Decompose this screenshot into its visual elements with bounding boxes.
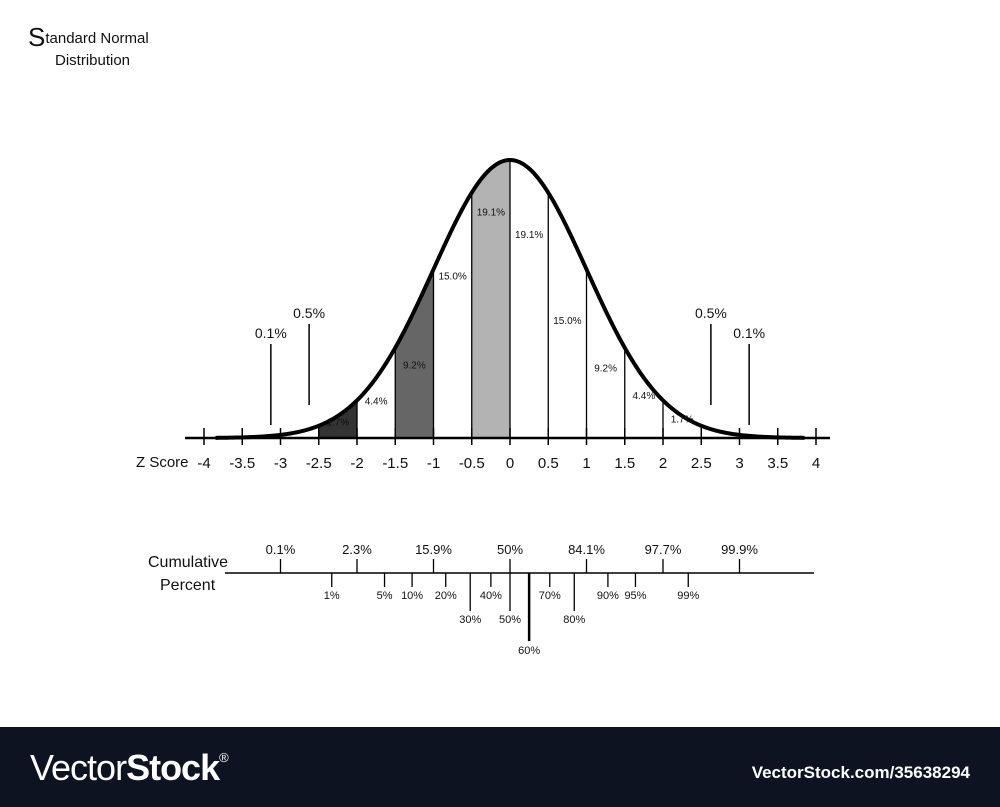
z-tick-label: -0.5 [459, 455, 485, 472]
band-label: 4.4% [632, 391, 655, 402]
cumulative-above-label: 50% [497, 542, 523, 557]
z-tick-label: 1 [582, 455, 590, 472]
cumulative-below-label: 5% [377, 590, 393, 602]
title-line-1-text: tandard Normal [45, 30, 149, 47]
title-cap-letter: S [28, 22, 46, 52]
cumulative-label-line-2: Percent [160, 577, 216, 594]
cumulative-below-label: 99% [677, 590, 699, 602]
z-tick-label: -1 [427, 455, 440, 472]
cumulative-marks: 0.1% 2.3% 15.9% 50% 84.1% 97.7% 99.9% 1% 5% 10% 20… [266, 542, 759, 657]
callout-label: 0.1% [255, 325, 287, 341]
cumulative-above-label: 15.9% [415, 542, 452, 557]
z-tick-label: 2.5 [691, 455, 712, 472]
band-label: 1.7% [326, 417, 349, 428]
band-label: 15.0% [438, 272, 466, 283]
cumulative-above-label: 97.7% [645, 542, 682, 557]
z-tick-label: 2 [659, 455, 667, 472]
z-tick-label: -1.5 [382, 455, 408, 472]
tail-callouts: 0.1% 0.5% 0.5% 0.1% [255, 305, 765, 425]
z-tick-label: 0.5 [538, 455, 559, 472]
z-tick-label: -4 [197, 455, 210, 472]
title-line-2: Distribution [55, 52, 131, 69]
shaded-band-2 [395, 269, 434, 438]
z-tick-label: -2.5 [306, 455, 332, 472]
diagram-title: Standard Normal Distribution [28, 24, 149, 72]
cumulative-below-label: 60% [518, 645, 540, 657]
band-label: 19.1% [515, 230, 543, 241]
z-tick-label: 3.5 [767, 455, 788, 472]
z-tick-label: 0 [506, 455, 514, 472]
band-label: 9.2% [403, 361, 426, 372]
cumulative-below-label: 30% [459, 614, 481, 626]
cumulative-above-label: 0.1% [266, 542, 296, 557]
cumulative-below-label: 80% [563, 614, 585, 626]
callout-label: 0.5% [695, 305, 727, 321]
z-tick-label: -3 [274, 455, 287, 472]
band-label: 1.7% [671, 415, 694, 426]
footer-bar: VectorStock® VectorStock.com/35638294 [0, 727, 1000, 807]
band-label: 4.4% [365, 397, 388, 408]
bell-curve [215, 158, 805, 440]
stock-id-text: VectorStock.com/35638294 [751, 763, 970, 782]
z-tick-label: -3.5 [229, 455, 255, 472]
band-label: 9.2% [594, 363, 617, 374]
callout-label: 0.1% [733, 325, 765, 341]
cumulative-below-label: 90% [597, 590, 619, 602]
z-tick-label: 4 [812, 455, 820, 472]
registered-mark: ® [219, 750, 229, 765]
vectorstock-logo: VectorStock® [30, 747, 229, 789]
band-percent-labels: 19.1% 19.1% 15.0% 15.0% 9.2% 9.2% 4.4% 4.4% 1.7%… [326, 208, 693, 429]
shaded-band-3 [471, 160, 510, 438]
title-line-1: Standard Normal [28, 24, 149, 50]
brand-bold-text: Stock [126, 747, 220, 788]
band-divider-lines [279, 160, 741, 438]
cumulative-below-label: 10% [401, 590, 423, 602]
cumulative-below-label: 20% [435, 590, 457, 602]
cumulative-above-label: 84.1% [568, 542, 605, 557]
cumulative-below-label: 95% [624, 590, 646, 602]
z-tick-label: -2 [350, 455, 363, 472]
brand-light-text: Vector [30, 747, 127, 788]
z-tick-label: 1.5 [614, 455, 635, 472]
z-tick-label: 3 [735, 455, 743, 472]
z-axis-ticks: -4 -3.5 -3 -2.5 -2 -1.5 -1 -0.5 0 0.5 1 1.5 2 2.5 3 3.5… [197, 428, 820, 472]
cumulative-above-label: 2.3% [342, 542, 372, 557]
callout-label: 0.5% [293, 305, 325, 321]
band-label: 15.0% [553, 316, 581, 327]
band-label: 19.1% [477, 208, 505, 219]
cumulative-below-label: 1% [324, 590, 340, 602]
cumulative-label-line-1: Cumulative [148, 554, 228, 571]
cumulative-below-label: 50% [499, 614, 521, 626]
cumulative-below-label: 40% [480, 590, 502, 602]
z-axis-label: Z Score [136, 454, 189, 471]
cumulative-above-label: 99.9% [721, 542, 758, 557]
cumulative-below-label: 70% [539, 590, 561, 602]
